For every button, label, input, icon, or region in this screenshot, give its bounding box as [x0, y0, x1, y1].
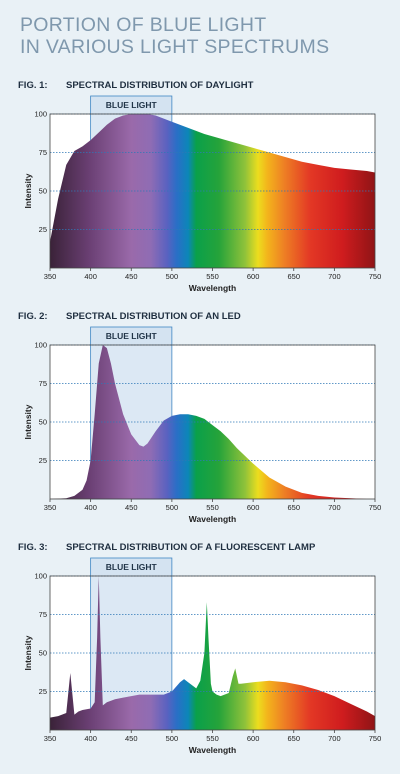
y-tick-label: 50	[39, 418, 47, 427]
x-tick-label: 600	[247, 734, 260, 743]
x-tick-label: 600	[247, 503, 260, 512]
x-tick-label: 700	[328, 734, 341, 743]
y-tick-label: 100	[34, 110, 47, 119]
x-tick-label: 650	[287, 734, 300, 743]
blue-light-label: BLUE LIGHT	[106, 562, 158, 572]
x-axis-label: Wavelength	[189, 283, 236, 293]
x-tick-label: 700	[328, 503, 341, 512]
x-tick-label: 600	[247, 272, 260, 281]
y-tick-label: 75	[39, 148, 47, 157]
x-tick-label: 500	[166, 503, 179, 512]
x-tick-label: 350	[44, 272, 57, 281]
figure-caption: SPECTRAL DISTRIBUTION OF DAYLIGHT	[66, 80, 254, 91]
x-tick-label: 750	[369, 272, 382, 281]
y-tick-label: 50	[39, 187, 47, 196]
y-tick-label: 75	[39, 379, 47, 388]
y-tick-label: 100	[34, 341, 47, 350]
x-tick-label: 350	[44, 503, 57, 512]
x-tick-label: 350	[44, 734, 57, 743]
y-tick-label: 25	[39, 225, 47, 234]
x-tick-label: 550	[206, 734, 219, 743]
y-tick-label: 25	[39, 687, 47, 696]
title-line-1: PORTION OF BLUE LIGHT	[20, 14, 267, 36]
x-tick-label: 400	[84, 734, 97, 743]
y-tick-label: 25	[39, 456, 47, 465]
x-tick-label: 700	[328, 272, 341, 281]
x-tick-label: 400	[84, 272, 97, 281]
x-tick-label: 750	[369, 503, 382, 512]
title-line-2: IN VARIOUS LIGHT SPECTRUMS	[20, 36, 330, 58]
x-axis-label: Wavelength	[189, 514, 236, 524]
x-tick-label: 550	[206, 272, 219, 281]
x-tick-label: 500	[166, 272, 179, 281]
x-tick-label: 650	[287, 503, 300, 512]
x-tick-label: 450	[125, 734, 138, 743]
y-tick-label: 50	[39, 649, 47, 658]
figure-caption: SPECTRAL DISTRIBUTION OF AN LED	[66, 311, 241, 322]
y-axis-label: Intensity	[23, 635, 33, 670]
y-axis-label: Intensity	[23, 173, 33, 208]
blue-light-label: BLUE LIGHT	[106, 331, 158, 341]
y-tick-label: 100	[34, 572, 47, 581]
x-tick-label: 500	[166, 734, 179, 743]
y-tick-label: 75	[39, 610, 47, 619]
page-title: PORTION OF BLUE LIGHT IN VARIOUS LIGHT S…	[20, 14, 390, 58]
chart-svg: BLUE LIGHT 25 50 75 100 350 400 450 500 550 600 650…	[23, 557, 382, 755]
x-tick-label: 550	[206, 503, 219, 512]
chart-svg: BLUE LIGHT 25 50 75 100 350 400 450 500 550 600 650…	[23, 95, 382, 293]
x-tick-label: 450	[125, 503, 138, 512]
figure-3: FIG. 3: SPECTRAL DISTRIBUTION OF A FLUORE…	[0, 542, 400, 774]
figure-2: FIG. 2: SPECTRAL DISTRIBUTION OF AN LED B…	[0, 311, 400, 543]
figure-heading: FIG. 1: SPECTRAL DISTRIBUTION OF DAYLIGHT	[18, 80, 253, 91]
figure-number: FIG. 3:	[18, 542, 48, 553]
y-axis-label: Intensity	[23, 404, 33, 439]
x-tick-label: 650	[287, 272, 300, 281]
x-tick-label: 750	[369, 734, 382, 743]
x-tick-label: 400	[84, 503, 97, 512]
figure-heading: FIG. 2: SPECTRAL DISTRIBUTION OF AN LED	[18, 311, 241, 322]
figure-number: FIG. 1:	[18, 80, 48, 91]
figure-number: FIG. 2:	[18, 311, 48, 322]
figure-heading: FIG. 3: SPECTRAL DISTRIBUTION OF A FLUORE…	[18, 542, 315, 553]
figure-1: FIG. 1: SPECTRAL DISTRIBUTION OF DAYLIGHT…	[0, 80, 400, 312]
chart-svg: BLUE LIGHT 25 50 75 100 350 400 450 500 550 600 650…	[23, 326, 382, 524]
x-tick-label: 450	[125, 272, 138, 281]
x-axis-label: Wavelength	[189, 745, 236, 755]
figure-caption: SPECTRAL DISTRIBUTION OF A FLUORESCENT L…	[66, 542, 316, 553]
blue-light-label: BLUE LIGHT	[106, 100, 158, 110]
